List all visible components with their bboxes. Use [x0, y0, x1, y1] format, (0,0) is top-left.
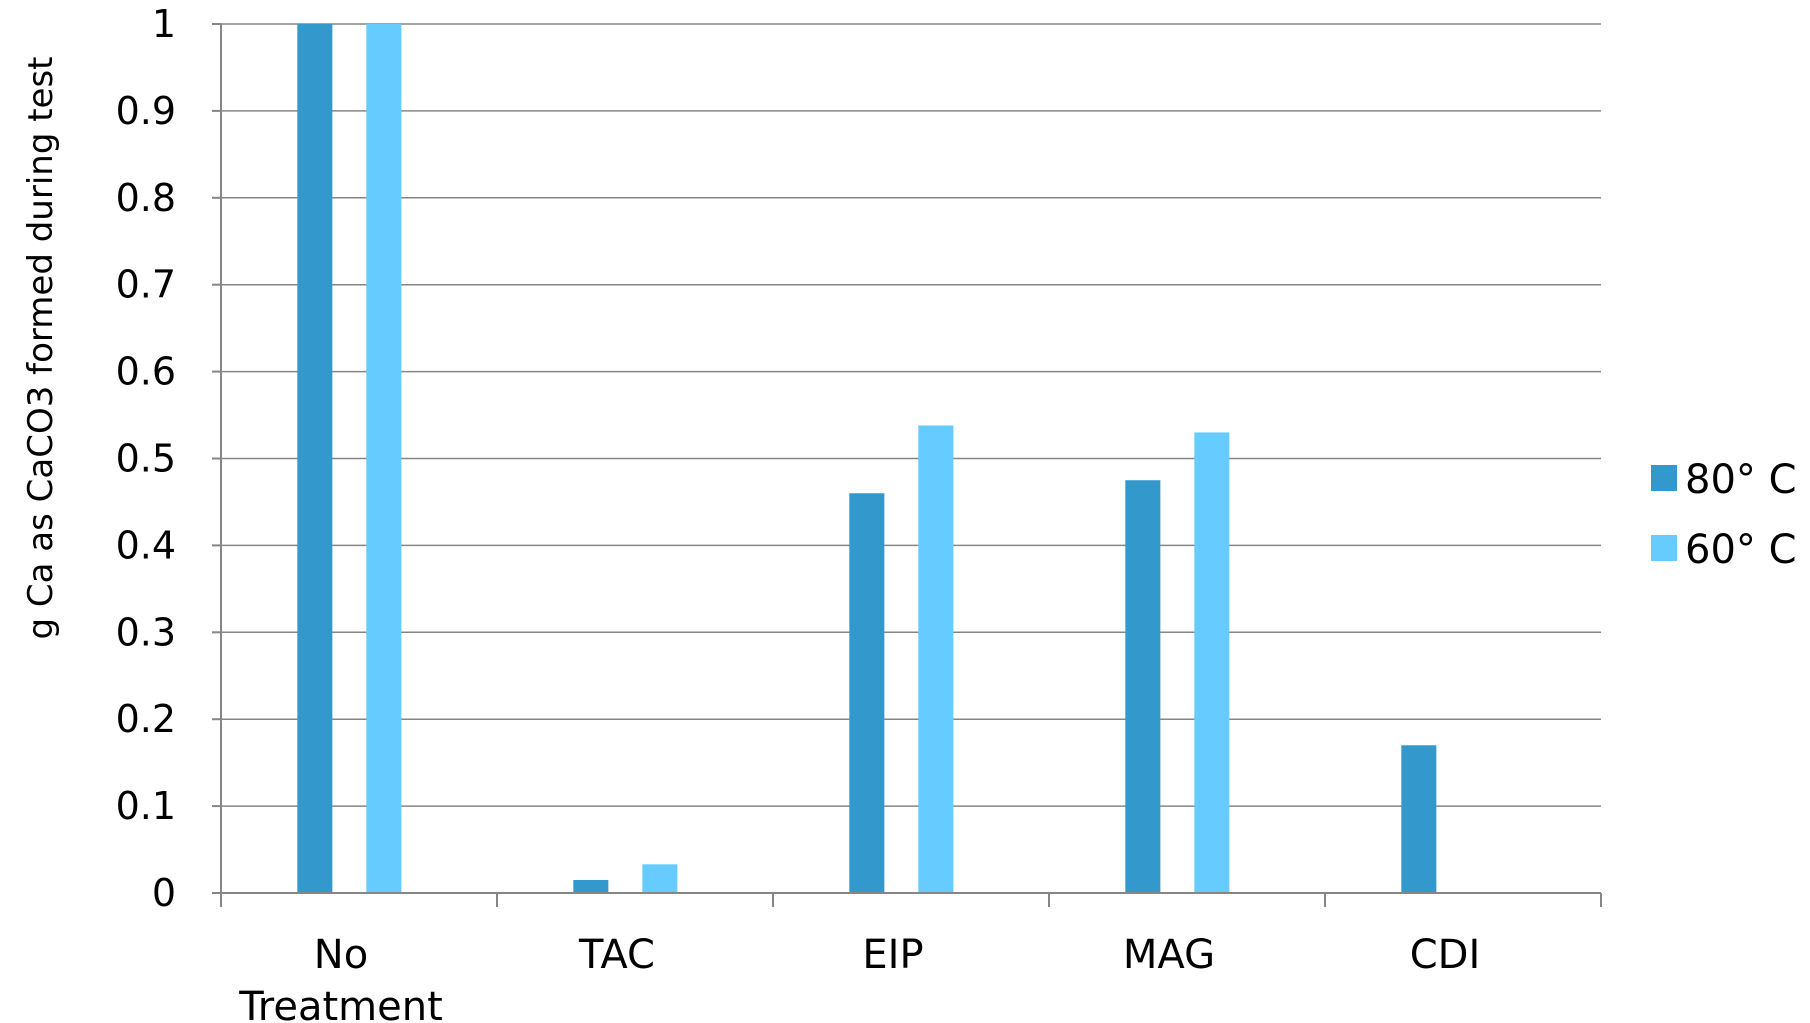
- legend-label: 80° C: [1685, 457, 1797, 503]
- x-tick-label: MAG: [1123, 932, 1215, 978]
- y-tick-label: 1: [152, 2, 176, 46]
- bar-1-1: [642, 864, 678, 893]
- y-tick-label: 0.8: [116, 176, 176, 220]
- x-tick-label: No Treatment: [238, 932, 443, 1023]
- x-tick-label: EIP: [862, 932, 923, 978]
- bar-3-0: [1125, 480, 1161, 893]
- x-tick-label: CDI: [1410, 932, 1481, 978]
- legend: 80° C 60° C: [1651, 457, 1797, 573]
- bar-2-1: [918, 425, 954, 893]
- gridlines: [212, 23, 1602, 907]
- y-tick-label: 0.3: [116, 610, 176, 654]
- bar-2-0: [849, 493, 885, 893]
- bar-0-1: [366, 24, 402, 893]
- bar-4-0: [1401, 745, 1437, 893]
- y-tick-label: 0: [152, 871, 176, 915]
- y-tick-label: 0.7: [116, 263, 176, 307]
- axes: [212, 24, 1601, 894]
- bar-1-0: [573, 879, 609, 893]
- y-tick-label: 0.5: [116, 437, 176, 481]
- y-tick-label: 0.6: [116, 350, 176, 394]
- legend-swatch: [1651, 465, 1677, 491]
- y-tick-label: 0.9: [116, 89, 176, 133]
- legend-swatch: [1651, 535, 1677, 561]
- bar-3-1: [1194, 432, 1230, 893]
- x-tick-labels: No Treatment TAC EIP MAG CDI: [238, 932, 1480, 1023]
- bars: [297, 24, 1437, 893]
- bar-0-0: [297, 24, 333, 893]
- y-tick-label: 0.2: [116, 697, 176, 741]
- y-tick-labels: 0 0.1 0.2 0.3 0.4 0.5 0.6 0.7 0.8 0.9 1: [116, 2, 176, 915]
- x-tick-label: TAC: [578, 932, 655, 978]
- legend-label: 60° C: [1685, 527, 1797, 573]
- y-axis-label: g Ca as CaCO3 formed during test: [21, 56, 61, 639]
- y-tick-label: 0.1: [116, 784, 176, 828]
- y-tick-label: 0.4: [116, 523, 176, 567]
